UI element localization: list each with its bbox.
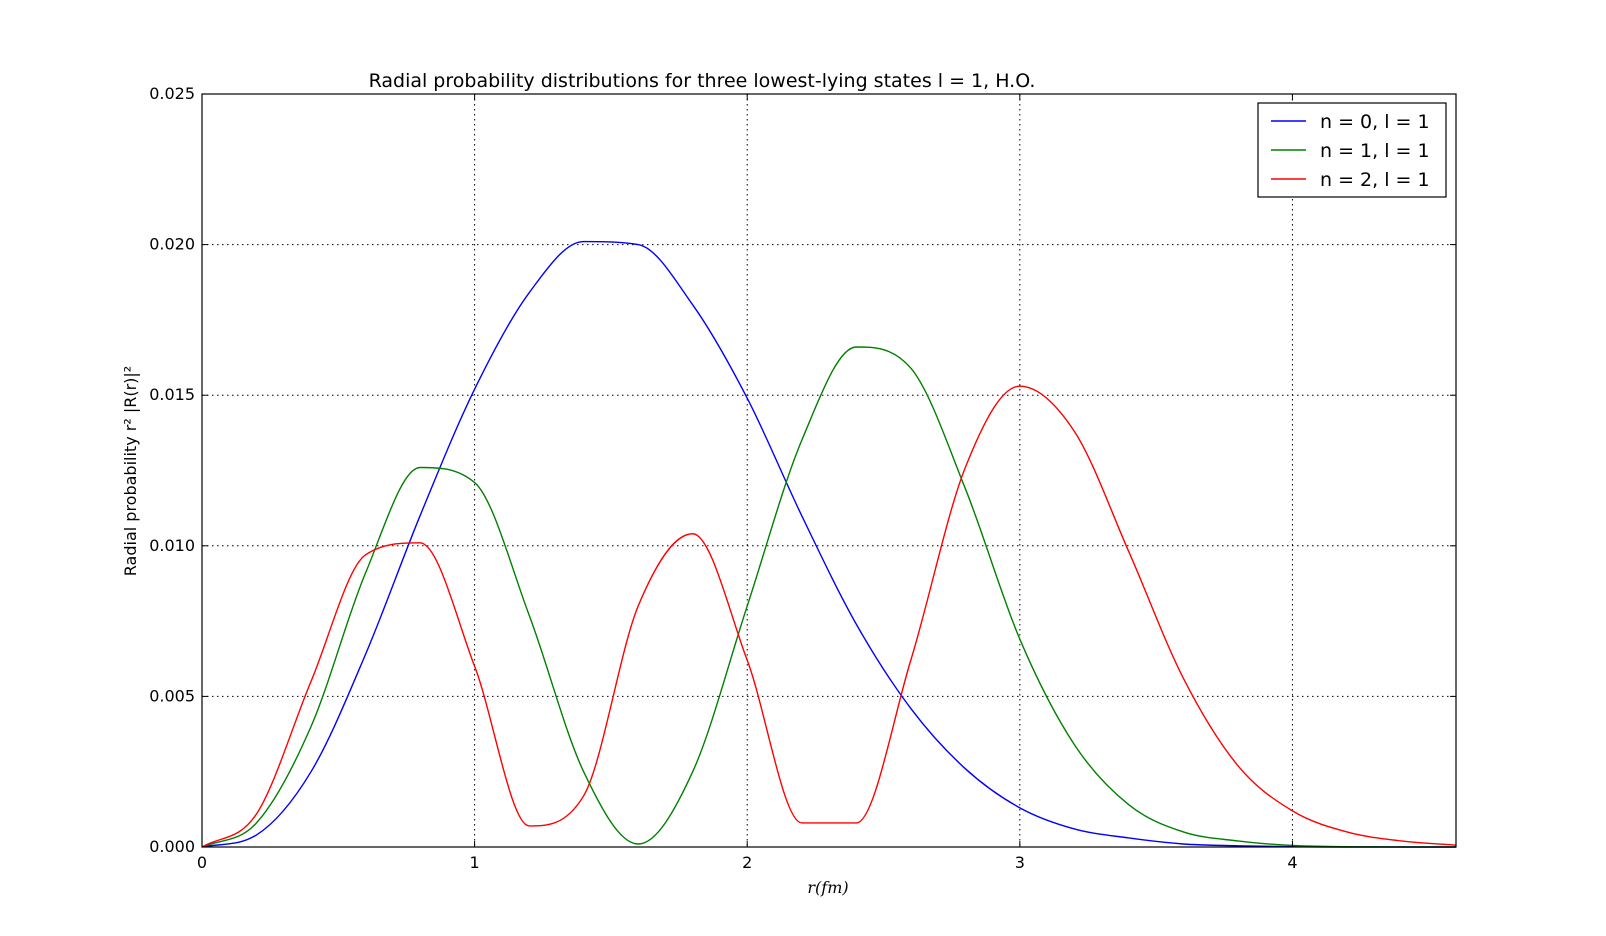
plot-area-frame xyxy=(201,93,1457,848)
legend: n = 0, l = 1 n = 1, l = 1 n = 2, l = 1 xyxy=(1257,102,1447,198)
y-tick-label: 0.020 xyxy=(149,235,195,254)
x-tick-label: 1 xyxy=(470,853,480,872)
axis-ticks: 0 1 2 3 4 0.000 0.005 0.010 0.015 0.020 0.025 xyxy=(149,84,1456,872)
x-tick-label: 0 xyxy=(197,853,207,872)
y-tick-label: 0.015 xyxy=(149,385,195,404)
x-tick-label: 4 xyxy=(1287,853,1297,872)
series-line-0 xyxy=(201,240,1456,848)
x-tick-label: 2 xyxy=(742,853,752,872)
y-tick-label: 0.005 xyxy=(149,686,195,705)
x-tick-label: 3 xyxy=(1015,853,1025,872)
y-axis-label: Radial probability r² |R(r)|² xyxy=(121,366,140,576)
legend-label-2: n = 2, l = 1 xyxy=(1320,169,1430,191)
series-line-2 xyxy=(201,385,1457,848)
series-lines xyxy=(201,240,1457,848)
x-axis-label: r(fm) xyxy=(807,878,848,897)
y-tick-label: 0.000 xyxy=(149,837,195,856)
chart-title: Radial probability distributions for thr… xyxy=(369,70,1036,92)
legend-label-1: n = 1, l = 1 xyxy=(1320,140,1430,162)
series-line-1 xyxy=(201,346,1456,848)
y-tick-label: 0.025 xyxy=(149,84,195,103)
legend-label-0: n = 0, l = 1 xyxy=(1320,111,1430,133)
grid xyxy=(202,94,1456,847)
y-tick-label: 0.010 xyxy=(149,536,195,555)
